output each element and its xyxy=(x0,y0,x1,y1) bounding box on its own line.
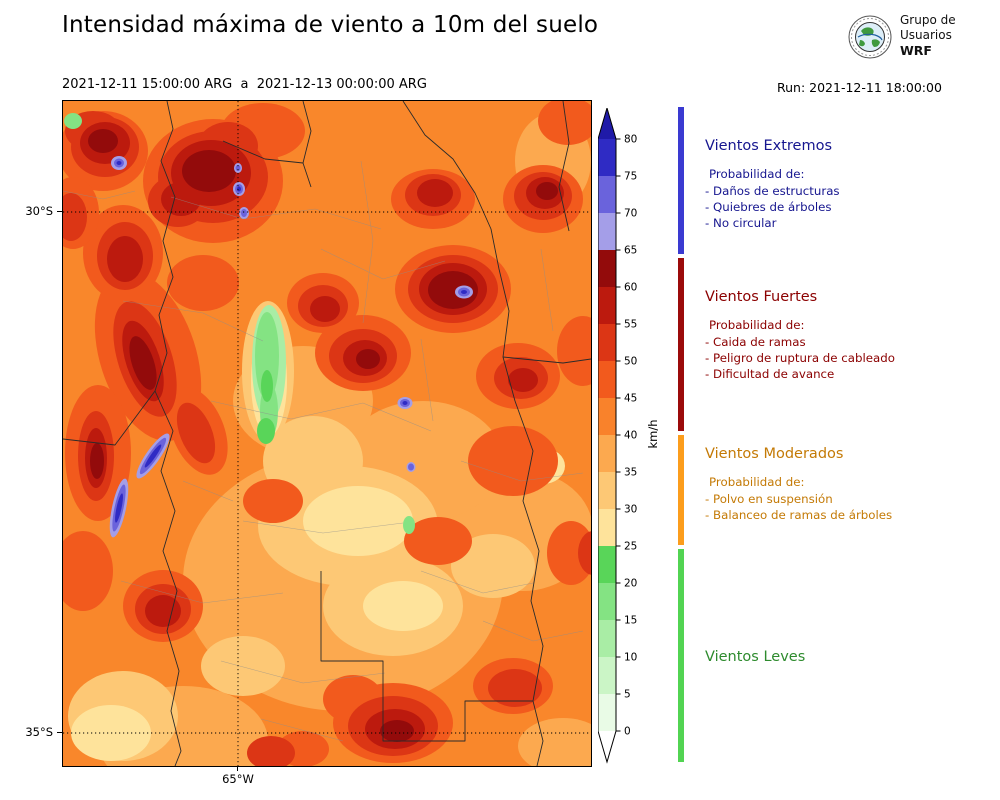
wrf-logo-text: Grupo de Usuarios WRF xyxy=(900,13,956,59)
legend-detail-item: - Dificultad de avance xyxy=(705,367,835,381)
colorbar-tick-label: 75 xyxy=(624,171,637,183)
logo-line-2: Usuarios xyxy=(900,28,952,42)
wind-map-svg xyxy=(63,101,591,766)
colorbar-segment xyxy=(598,509,616,546)
colorbar-unit-label: km/h xyxy=(646,419,660,449)
colorbar-tick-label: 35 xyxy=(624,467,637,479)
colorbar-tick-label: 15 xyxy=(624,615,637,627)
colorbar-tick-label: 10 xyxy=(624,652,637,664)
colorbar-segment xyxy=(598,250,616,287)
lat-tick-label-30s: 30°S xyxy=(25,204,53,218)
logo-line-1: Grupo de xyxy=(900,13,956,27)
wind-map xyxy=(62,100,592,767)
legend-detail-list: - Daños de estructuras - Quiebres de árbo… xyxy=(705,183,993,231)
colorbar-segment xyxy=(598,546,616,583)
colorbar-tick-label: 25 xyxy=(624,541,637,553)
page-title: Intensidad máxima de viento a 10m del su… xyxy=(62,12,599,38)
colorbar-segment xyxy=(598,139,616,176)
colorbar-segment xyxy=(598,213,616,250)
colorbar-tick-label: 70 xyxy=(624,208,637,220)
wind-field-maroon-cores xyxy=(88,129,558,742)
legend-category-title: Vientos Extremos xyxy=(705,138,833,154)
legend-detail-item: - No circular xyxy=(705,216,777,230)
colorbar-tick-label: 55 xyxy=(624,319,637,331)
logo-line-3: WRF xyxy=(900,43,932,58)
legend-category-title: Vientos Leves xyxy=(705,649,806,665)
colorbar-segment xyxy=(598,324,616,361)
colorbar-tick-label: 50 xyxy=(624,356,637,368)
lat-tick-label-35s: 35°S xyxy=(25,725,53,739)
colorbar-tick-label: 45 xyxy=(624,393,637,405)
lat-tick-mark-35s xyxy=(57,732,62,733)
colorbar-under-arrow xyxy=(598,731,616,762)
legend-detail-list: - Caida de ramas - Peligro de ruptura de … xyxy=(705,334,993,382)
colorbar-tick-label: 80 xyxy=(624,134,637,146)
legend-category-fuertes: Vientos Fuertes Probabilidad de: - Caida… xyxy=(705,289,993,382)
legend-detail-item: - Caida de ramas xyxy=(705,335,806,349)
wrf-logo-globe-icon xyxy=(848,15,892,59)
colorbar-tick-label: 40 xyxy=(624,430,637,442)
colorbar-segment xyxy=(598,620,616,657)
colorbar-segment xyxy=(598,287,616,324)
model-run-label: Run: 2021-12-11 18:00:00 xyxy=(777,80,942,95)
colorbar-tick-label: 30 xyxy=(624,504,637,516)
colorbar-tick-label: 20 xyxy=(624,578,637,590)
department-borders xyxy=(63,160,584,742)
valid-time-range: 2021-12-11 15:00:00 ARG a 2021-12-13 00:… xyxy=(62,77,427,92)
legend-detail-item: - Balanceo de ramas de árboles xyxy=(705,508,893,522)
wind-field-extreme-spots xyxy=(109,156,473,538)
legend-detail-item: - Daños de estructuras xyxy=(705,184,840,198)
colorbar-tick-label: 65 xyxy=(624,245,637,257)
legend-category-title: Vientos Fuertes xyxy=(705,289,818,305)
colorbar-segment xyxy=(598,694,616,731)
colorbar-segment xyxy=(598,176,616,213)
legend-category-extremos: Vientos Extremos Probabilidad de: - Daño… xyxy=(705,138,993,231)
wrf-logo: Grupo de Usuarios WRF xyxy=(847,13,956,61)
colorbar-segment xyxy=(598,361,616,398)
category-bar-extremos xyxy=(678,107,684,254)
legend-probability-label: Probabilidad de: xyxy=(709,167,805,181)
category-bar-fuertes xyxy=(678,258,684,431)
colorbar-tick-label: 5 xyxy=(624,689,631,701)
legend-detail-item: - Peligro de ruptura de cableado xyxy=(705,351,895,365)
legend-probability-label: Probabilidad de: xyxy=(709,475,805,489)
colorbar-over-arrow xyxy=(598,108,616,139)
colorbar-tick-label: 60 xyxy=(624,282,637,294)
lat-tick-mark-30s xyxy=(57,211,62,212)
legend-detail-list: - Polvo en suspensión - Balanceo de ramas… xyxy=(705,491,993,523)
colorbar-segment xyxy=(598,398,616,435)
wind-field-calm-green-areas xyxy=(64,113,415,534)
colorbar-segment xyxy=(598,657,616,694)
lon-tick-mark-65w xyxy=(237,766,238,771)
lon-tick-label-65w: 65°W xyxy=(222,772,254,786)
category-bar-leves xyxy=(678,549,684,762)
category-bar-moderados xyxy=(678,435,684,545)
lat-lon-gridlines xyxy=(63,101,591,766)
legend-detail-item: - Polvo en suspensión xyxy=(705,492,833,506)
colorbar-segment xyxy=(598,583,616,620)
legend-category-moderados: Vientos Moderados Probabilidad de: - Pol… xyxy=(705,446,993,523)
colorbar-segment xyxy=(598,472,616,509)
colorbar-segment xyxy=(598,435,616,472)
legend-detail-item: - Quiebres de árboles xyxy=(705,200,832,214)
colorbar-tick-label: 0 xyxy=(624,726,631,738)
province-borders xyxy=(63,101,591,766)
legend-category-title: Vientos Moderados xyxy=(705,446,844,462)
legend-probability-label: Probabilidad de: xyxy=(709,318,805,332)
legend-category-leves: Vientos Leves xyxy=(705,649,993,665)
